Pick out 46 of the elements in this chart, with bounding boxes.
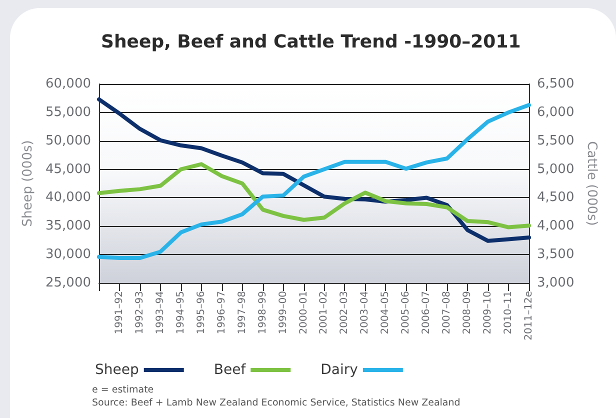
x-tick-label: 1992–93	[134, 291, 146, 334]
y-tick-label: 45,000	[46, 162, 91, 177]
y2-tick-label: 3,500	[537, 247, 574, 262]
legend-label: Dairy	[320, 362, 358, 378]
x-tick-label: 2009–10	[482, 291, 494, 334]
x-tick-label: 1997–98	[236, 291, 248, 334]
x-tick-label: 2011–12e	[524, 291, 534, 340]
x-tick-label: 2001–02	[318, 291, 330, 334]
y-axis-title: Sheep (000s)	[20, 140, 36, 227]
line-series	[97, 162, 531, 230]
x-tick-label: 2006–07	[421, 291, 432, 334]
x-tick-label: 2004–05	[380, 291, 392, 334]
y-tick-label: 50,000	[46, 133, 91, 148]
legend-label: Sheep	[95, 362, 139, 378]
y2-tick-label: 4,500	[537, 190, 574, 206]
y2-tick-label: 6,000	[537, 104, 574, 120]
y2-tick-label: 5,000	[537, 162, 574, 177]
x-tick-label: 2010–11	[503, 291, 514, 334]
y2-tick-label: 6,500	[537, 76, 574, 92]
y-tick-label: 60,000	[46, 76, 91, 92]
x-tick-label: 2005–06	[400, 291, 412, 334]
y2-tick-label: 4,000	[537, 218, 574, 234]
x-tick-label: 2003–04	[360, 291, 371, 334]
x-tick-label: 1999–00	[278, 291, 289, 334]
x-tick-label: 1991–92	[114, 291, 125, 334]
x-tick-label: 1993–94	[154, 291, 166, 334]
source-note: Source: Beef + Lamb New Zealand Economic Service, Statistics New Zealand	[92, 398, 460, 408]
x-tick-label: 1998–99	[257, 291, 268, 334]
chart-title: Sheep, Beef and Cattle Trend -1990–2011	[101, 32, 521, 52]
y-tick-label: 55,000	[46, 104, 91, 120]
x-tick-label: 2008–09	[462, 291, 474, 334]
x-tick-label: 1994–95	[175, 291, 186, 334]
x-tick-label: 1995–96	[196, 291, 207, 334]
y-tick-label: 35,000	[46, 218, 91, 234]
x-tick-label: 2007–08	[442, 291, 453, 334]
x-tick-label: 1996–97	[216, 291, 228, 334]
legend-label: Beef	[214, 362, 247, 378]
text: e = estimate	[92, 384, 154, 396]
y-tick-label: 25,000	[46, 276, 91, 290]
x-tick-label: 2002–03	[339, 291, 350, 334]
y-tick-label: 40,000	[46, 190, 91, 206]
y2-axis-title: Cattle (000s)	[584, 141, 600, 226]
y-tick-label: 30,000	[46, 247, 91, 262]
x-tick-label: 2000–01	[298, 291, 310, 334]
y2-tick-label: 3,000	[537, 276, 574, 290]
y2-tick-label: 5,500	[537, 133, 574, 148]
